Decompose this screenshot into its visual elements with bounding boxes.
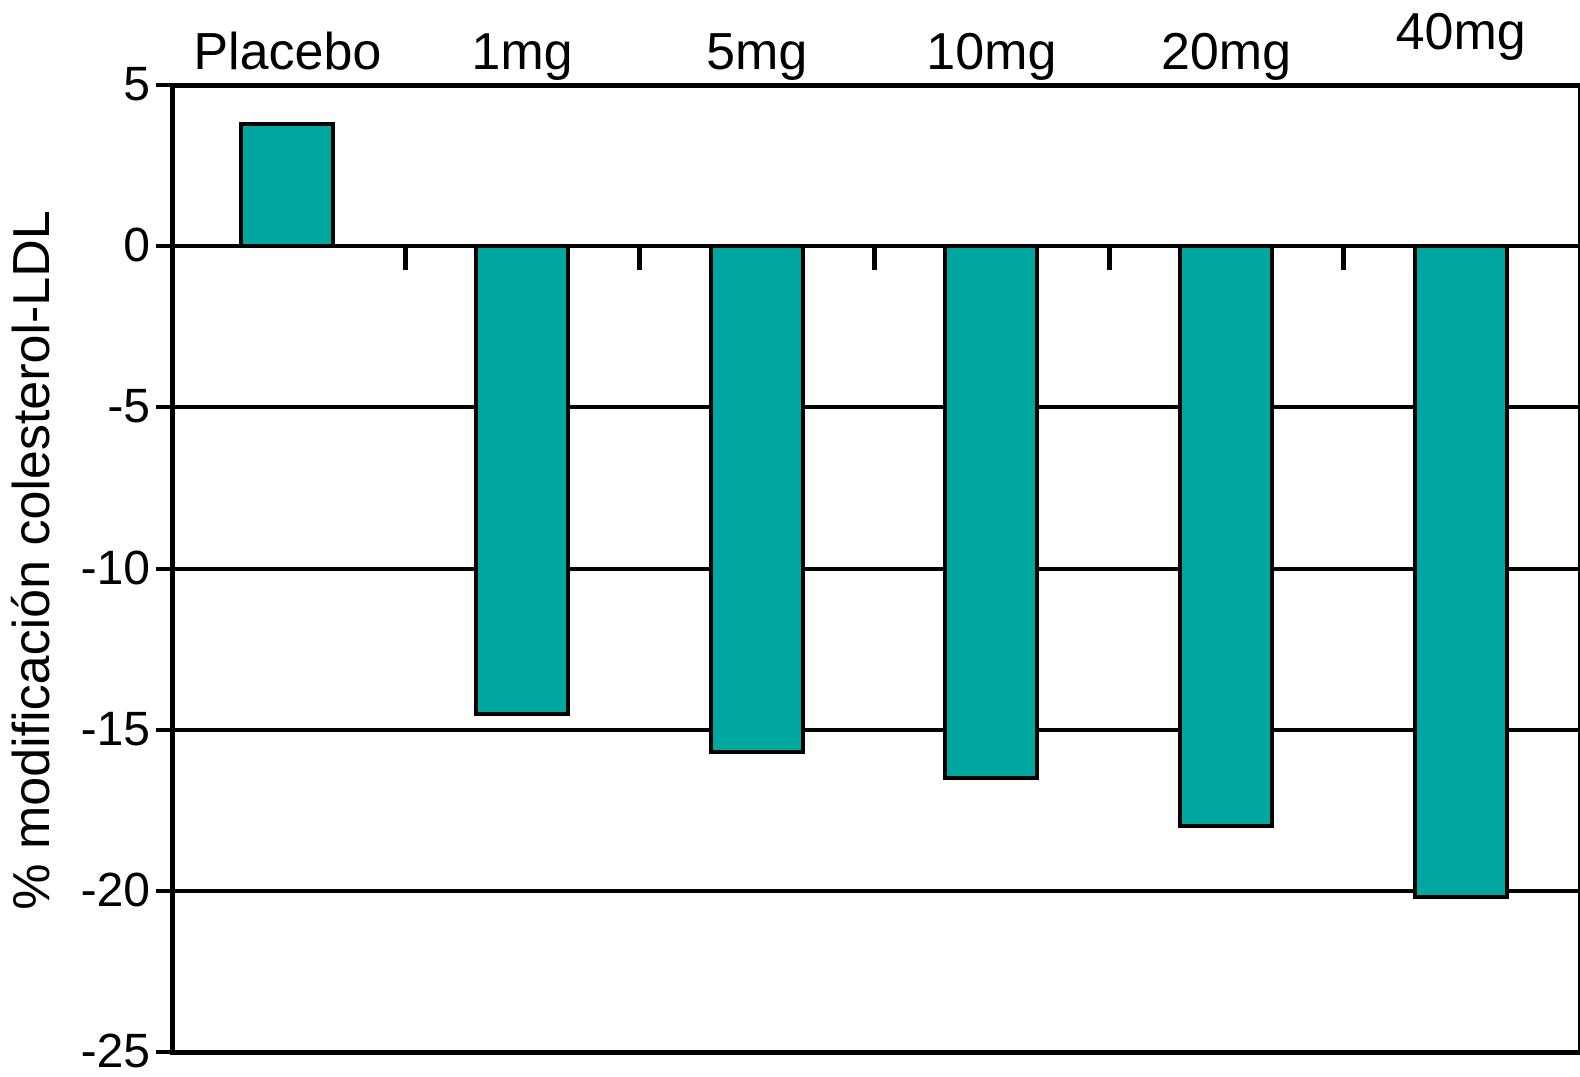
category-label-10mg: 10mg <box>926 23 1057 81</box>
y-tick-label: -15 <box>80 702 150 756</box>
y-gridline <box>156 566 1580 571</box>
bar-20mg <box>1178 244 1274 829</box>
y-tick-label: -20 <box>80 863 150 917</box>
bar-40mg <box>1412 244 1509 900</box>
x-tick <box>637 246 643 271</box>
y-tick-label: 0 <box>123 219 150 273</box>
y-tick-label: -10 <box>80 541 150 595</box>
category-label-40mg: 40mg <box>1395 3 1526 61</box>
y-gridline <box>156 244 1580 249</box>
category-label-1mg: 1mg <box>471 23 573 81</box>
category-label-5mg: 5mg <box>706 23 808 81</box>
x-tick <box>1106 246 1112 271</box>
y-gridline <box>156 1050 1580 1054</box>
x-tick <box>402 246 408 271</box>
y-gridline <box>156 888 1580 893</box>
category-label-Placebo: Placebo <box>193 23 382 81</box>
y-tick-label: -25 <box>80 1025 150 1077</box>
y-gridline <box>156 405 1580 410</box>
bar-1mg <box>474 244 570 716</box>
x-tick <box>1341 246 1347 271</box>
bar-5mg <box>708 244 805 755</box>
y-gridline <box>156 83 1580 87</box>
bar-Placebo <box>239 121 336 249</box>
bar-10mg <box>943 244 1040 780</box>
y-gridline <box>156 727 1580 732</box>
y-tick-label: 5 <box>123 58 150 111</box>
category-label-20mg: 20mg <box>1160 23 1292 81</box>
y-tick-label: -5 <box>107 380 150 434</box>
x-tick <box>872 246 877 271</box>
